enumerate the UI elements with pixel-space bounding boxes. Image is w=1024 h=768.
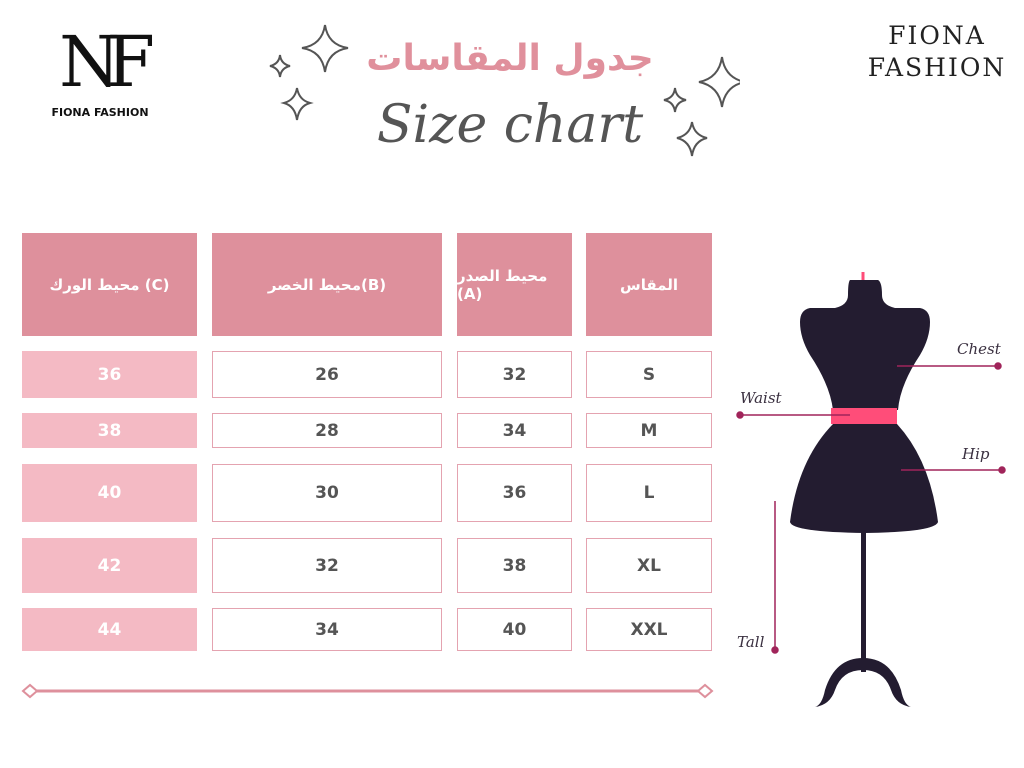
sparkle-icons	[269, 24, 740, 157]
cell-chest: 38	[457, 538, 572, 593]
cell-size: M	[586, 413, 712, 448]
logo: NF FIONA FASHION	[50, 18, 155, 119]
sparkle-icon	[663, 87, 687, 113]
title-english: Size chart	[376, 95, 644, 155]
sparkle-icon	[676, 121, 708, 157]
logo-name: FIONA FASHION	[51, 106, 149, 119]
logo-monogram: NF	[59, 21, 155, 103]
cell-waist: 30	[212, 464, 442, 522]
cell-size: L	[586, 464, 712, 522]
header-size: المقاس	[586, 233, 712, 336]
header-waist: محيط الخصر(B)	[212, 233, 442, 336]
cell-chest: 36	[457, 464, 572, 522]
cell-waist: 26	[212, 351, 442, 398]
label-hip: Hip	[962, 445, 990, 463]
cell-waist: 28	[212, 413, 442, 448]
mannequin-illustration	[736, 272, 1006, 707]
label-chest: Chest	[957, 340, 1001, 358]
sparkle-icon	[269, 54, 291, 78]
cell-hip: 44	[22, 608, 197, 651]
cell-size: S	[586, 351, 712, 398]
cell-hip: 40	[22, 464, 197, 522]
sparkle-icon	[698, 56, 740, 108]
cell-waist: 34	[212, 608, 442, 651]
label-waist: Waist	[740, 389, 782, 407]
brand-name: FIONA FASHION	[862, 20, 1012, 84]
cell-size: XXL	[586, 608, 712, 651]
sparkle-icon	[280, 87, 314, 121]
cell-hip: 38	[22, 413, 197, 448]
brand-line1: FIONA	[888, 21, 986, 50]
header-hip: محيط الورك (C)	[22, 233, 197, 336]
cell-waist: 32	[212, 538, 442, 593]
cell-chest: 34	[457, 413, 572, 448]
cell-chest: 40	[457, 608, 572, 651]
cell-size: XL	[586, 538, 712, 593]
divider-line	[21, 683, 714, 699]
cell-hip: 42	[22, 538, 197, 593]
title-arabic: جدول المقاسات	[366, 38, 654, 79]
sparkle-icon	[301, 24, 349, 73]
label-tall: Tall	[737, 633, 765, 651]
brand-line2: FASHION	[867, 53, 1007, 82]
cell-chest: 32	[457, 351, 572, 398]
cell-hip: 36	[22, 351, 197, 398]
header-chest: محيط الصدر (A)	[457, 233, 572, 336]
